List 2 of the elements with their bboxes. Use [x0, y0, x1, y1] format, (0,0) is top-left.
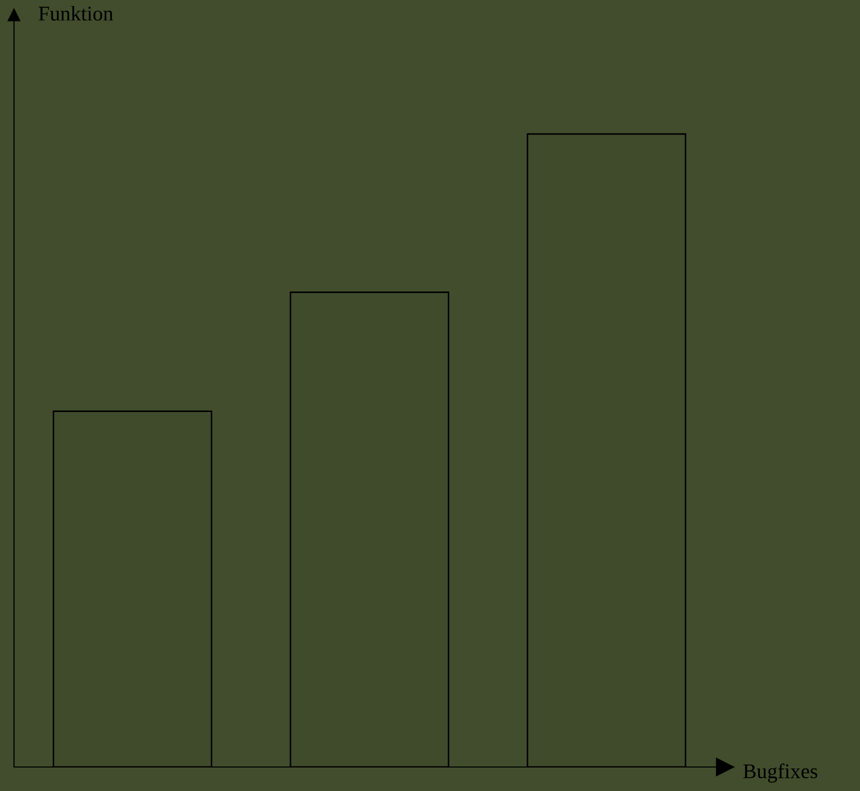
text: Funktion [38, 6, 114, 21]
x-axis-title: Bugfixes [743, 763, 818, 783]
